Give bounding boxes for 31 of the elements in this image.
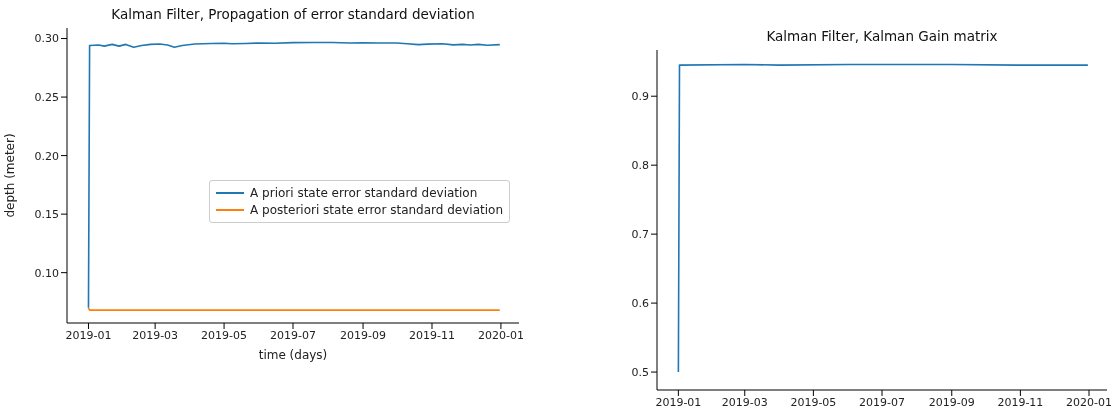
x-tick-label: 2019-09	[340, 328, 387, 342]
x-tick-label: 2019-01	[65, 328, 112, 342]
x-tick-label: 2019-03	[132, 328, 179, 342]
legend-label: A priori state error standard deviation	[250, 186, 478, 200]
y-tick-label: 0.8	[631, 159, 649, 173]
y-tick-label: 0.15	[34, 208, 59, 222]
chart-title: Kalman Filter, Kalman Gain matrix	[765, 28, 999, 44]
x-axis-title: time (days)	[258, 348, 328, 362]
x-tick-label: 2019-11	[409, 328, 455, 342]
x-tick-label: 2019-07	[859, 395, 905, 408]
y-axis-title: depth (meter)	[3, 133, 18, 218]
legend-label: A posteriori state error standard deviation	[250, 203, 503, 217]
x-tick-label: 2019-03	[721, 395, 768, 408]
y-tick-label: 0.7	[631, 228, 649, 242]
x-tick-label: 2019-11	[997, 395, 1044, 408]
line-series	[87, 41, 501, 309]
y-tick-label: 0.30	[34, 32, 59, 46]
y-tick-label: 0.10	[34, 266, 59, 280]
x-tick-label: 2019-01	[655, 395, 702, 408]
y-tick-label: 0.9	[631, 90, 649, 104]
x-tick-label: 2019-09	[928, 395, 975, 408]
x-tick-label: 2020-01	[1066, 395, 1112, 408]
y-tick-label: 0.25	[34, 90, 59, 104]
x-tick-label: 2019-05	[790, 395, 837, 408]
y-tick-label: 0.20	[34, 149, 59, 163]
x-tick-label: 2019-05	[201, 328, 248, 342]
x-tick-label: 2019-07	[270, 328, 316, 342]
chart-title: Kalman Filter, Propagation of error standard deviation	[110, 6, 476, 22]
x-tick-label: 2020-01	[477, 328, 524, 342]
y-tick-label: 0.6	[631, 297, 649, 311]
y-tick-label: 0.5	[631, 365, 649, 379]
